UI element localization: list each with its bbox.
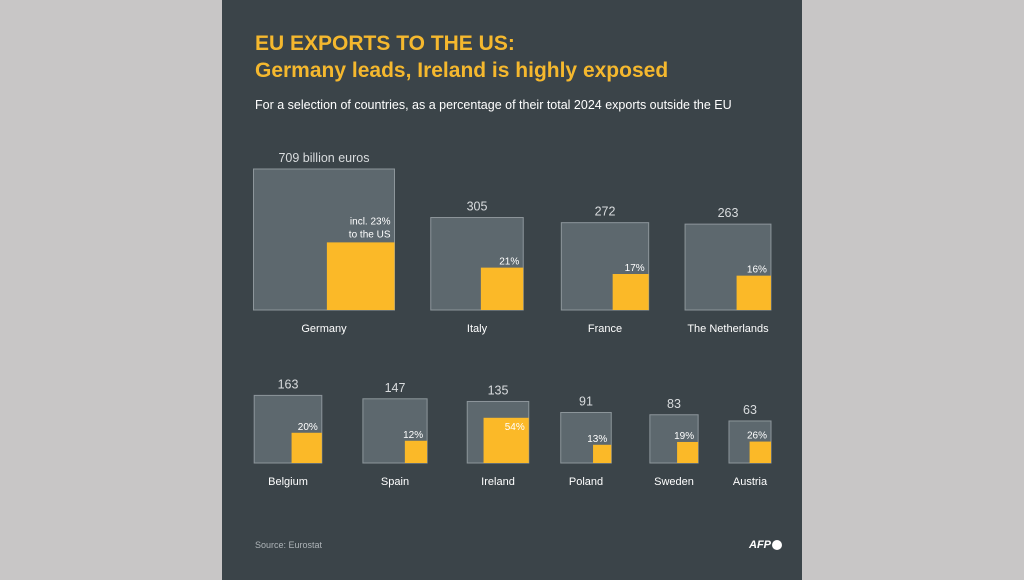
us-share-square-austria xyxy=(749,441,772,463)
afp-logo-dot-icon xyxy=(772,540,782,550)
us-share-square-sweden xyxy=(677,441,699,463)
pct-label-ireland: 54% xyxy=(505,422,525,433)
pct-label-italy: 21% xyxy=(499,257,519,268)
source-note: Source: Eurostat xyxy=(255,540,323,550)
country-label-ireland: Ireland xyxy=(481,476,515,488)
pct-label-belgium: 20% xyxy=(298,422,318,433)
nested-square-chart: 709 billion euros Germany incl. 23% to the … xyxy=(253,151,772,488)
country-label-germany: Germany xyxy=(301,323,347,335)
country-label-the-netherlands: The Netherlands xyxy=(687,323,769,335)
country-label-italy: Italy xyxy=(467,323,488,335)
afp-logo: AFP xyxy=(749,539,782,551)
country-label-spain: Spain xyxy=(381,476,409,488)
chart-title: EU EXPORTS TO THE US: Germany leads, Ire… xyxy=(255,30,668,84)
us-share-square-france xyxy=(612,273,649,310)
us-share-square-ireland xyxy=(483,417,529,463)
us-share-square-the-netherlands xyxy=(736,275,771,310)
pct-label-the-netherlands: 16% xyxy=(747,265,767,276)
total-label-austria: 63 xyxy=(743,403,757,417)
title-line-2: Germany leads, Ireland is highly exposed xyxy=(255,59,669,82)
pct-label-spain: 12% xyxy=(403,430,423,441)
afp-logo-text: AFP xyxy=(749,539,771,551)
pct-label-austria: 26% xyxy=(747,431,767,442)
title-line-1: EU EXPORTS TO THE US: xyxy=(255,32,515,55)
us-share-square-poland xyxy=(593,444,612,463)
total-label-ireland: 135 xyxy=(488,383,509,397)
total-label-germany: 709 billion euros xyxy=(278,151,369,165)
chart-subtitle: For a selection of countries, as a perce… xyxy=(255,98,732,112)
country-label-france: France xyxy=(588,323,622,335)
total-label-sweden: 83 xyxy=(667,397,681,411)
country-label-poland: Poland xyxy=(569,476,603,488)
pct-label-line2-germany: to the US xyxy=(349,229,391,240)
us-share-square-spain xyxy=(404,440,428,463)
country-label-sweden: Sweden xyxy=(654,476,694,488)
total-label-france: 272 xyxy=(595,205,616,219)
total-label-poland: 91 xyxy=(579,394,593,408)
total-label-spain: 147 xyxy=(385,381,406,395)
pct-label-france: 17% xyxy=(625,263,645,274)
pct-label-sweden: 19% xyxy=(674,431,694,442)
pct-label-poland: 13% xyxy=(587,434,607,445)
pct-label-germany: incl. 23% xyxy=(350,216,391,227)
us-share-square-italy xyxy=(480,267,524,310)
us-share-square-germany xyxy=(326,242,395,310)
total-label-belgium: 163 xyxy=(278,377,299,391)
total-label-the-netherlands: 263 xyxy=(718,206,739,220)
us-share-square-belgium xyxy=(291,432,322,463)
infographic-panel: EU EXPORTS TO THE US: Germany leads, Ire… xyxy=(222,0,802,580)
country-label-belgium: Belgium xyxy=(268,476,308,488)
country-label-austria: Austria xyxy=(733,476,768,488)
total-label-italy: 305 xyxy=(467,200,488,214)
